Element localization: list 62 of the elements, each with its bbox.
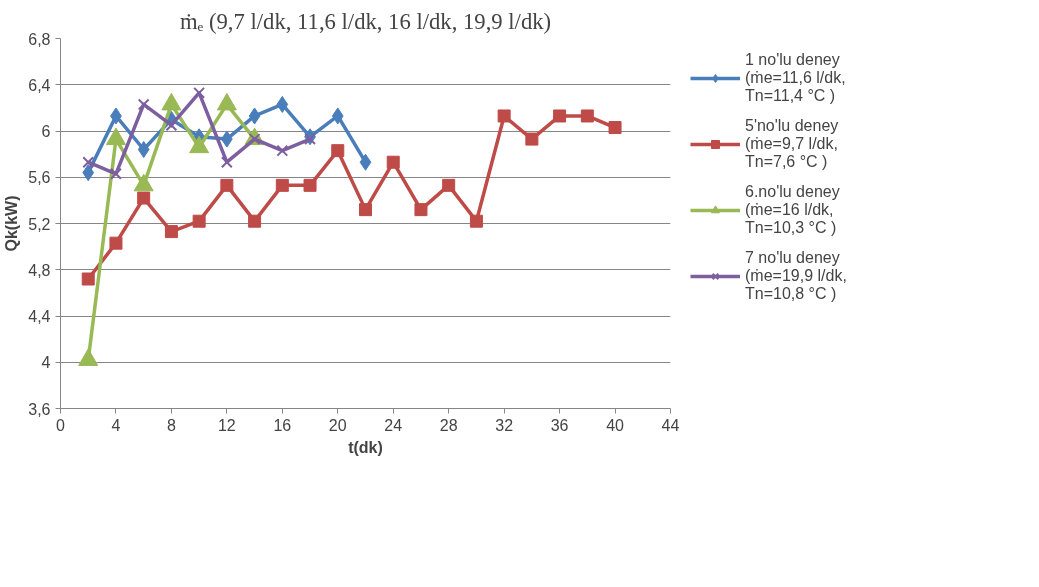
x-tick-label: 20 bbox=[328, 416, 347, 434]
legend-label: 7 no'lu deney (ṁe=19,9 l/dk, Tn=10,8 °C ) bbox=[745, 248, 847, 304]
point bbox=[164, 225, 178, 239]
point bbox=[248, 107, 261, 125]
y-tick-label: 6,4 bbox=[28, 76, 51, 94]
legend-label: 1 no'lu deney (ṁe=11,6 l/dk, Tn=11,4 °C ) bbox=[745, 50, 846, 106]
x-tick-label: 16 bbox=[273, 416, 292, 434]
point bbox=[193, 86, 206, 99]
x-tick-label: 28 bbox=[439, 416, 458, 434]
point bbox=[304, 133, 316, 146]
x-tick-label: 40 bbox=[606, 416, 625, 434]
x-tick-label: 36 bbox=[550, 416, 569, 434]
point bbox=[275, 178, 289, 192]
point bbox=[414, 203, 428, 217]
point bbox=[220, 156, 233, 169]
x-axis-title: t(dk) bbox=[348, 438, 383, 456]
y-axis-title: Qk(kW) bbox=[3, 195, 21, 252]
point bbox=[580, 109, 594, 123]
x-tick-label: 12 bbox=[217, 416, 236, 434]
point bbox=[82, 164, 95, 182]
point bbox=[608, 121, 622, 135]
y-tick-label: 5,6 bbox=[28, 169, 51, 187]
x-tick-label: 0 bbox=[56, 416, 66, 434]
point bbox=[276, 144, 289, 157]
point bbox=[442, 178, 456, 192]
point bbox=[331, 144, 345, 158]
point bbox=[469, 214, 483, 228]
point bbox=[109, 236, 123, 250]
point bbox=[331, 107, 344, 125]
y-tick-label: 6 bbox=[41, 123, 51, 140]
y-tick-label: 5,2 bbox=[28, 215, 51, 233]
point bbox=[82, 156, 95, 169]
point bbox=[553, 109, 567, 123]
y-tick-label: 6,8 bbox=[28, 30, 51, 48]
point bbox=[359, 153, 372, 171]
point bbox=[110, 167, 122, 180]
x-tick-label: 44 bbox=[661, 416, 680, 434]
y-tick-label: 3,6 bbox=[28, 400, 51, 418]
x-tick-label: 32 bbox=[495, 416, 514, 434]
y-tick-label: 4,4 bbox=[28, 308, 51, 325]
legend-label: 6.no'lu deney (ṁe=16 l/dk, Tn=10,3 °C ) bbox=[745, 182, 840, 238]
x-tick-label: 8 bbox=[166, 416, 176, 434]
point bbox=[525, 132, 539, 146]
point bbox=[137, 191, 151, 205]
chart-title: ṁₑ (9,7 l/dk, 11,6 l/dk, 16 l/dk, 19,9 l/dk) bbox=[179, 8, 552, 34]
y-tick-label: 4 bbox=[41, 354, 51, 372]
x-tick-label: 4 bbox=[111, 416, 121, 434]
legend-label: 5'no'lu deney (ṁe=9,7 l/dk, Tn=7,6 °C ) bbox=[745, 116, 839, 172]
point bbox=[81, 272, 95, 286]
point bbox=[386, 155, 400, 169]
point bbox=[220, 178, 234, 192]
point bbox=[192, 214, 206, 228]
point bbox=[276, 95, 289, 113]
point bbox=[165, 119, 178, 132]
point bbox=[137, 141, 150, 158]
point bbox=[359, 203, 372, 217]
point bbox=[303, 178, 317, 192]
x-tick-label: 24 bbox=[384, 416, 403, 434]
point bbox=[137, 98, 150, 111]
point bbox=[248, 214, 262, 228]
point bbox=[497, 109, 511, 123]
y-tick-label: 4,8 bbox=[28, 261, 51, 279]
